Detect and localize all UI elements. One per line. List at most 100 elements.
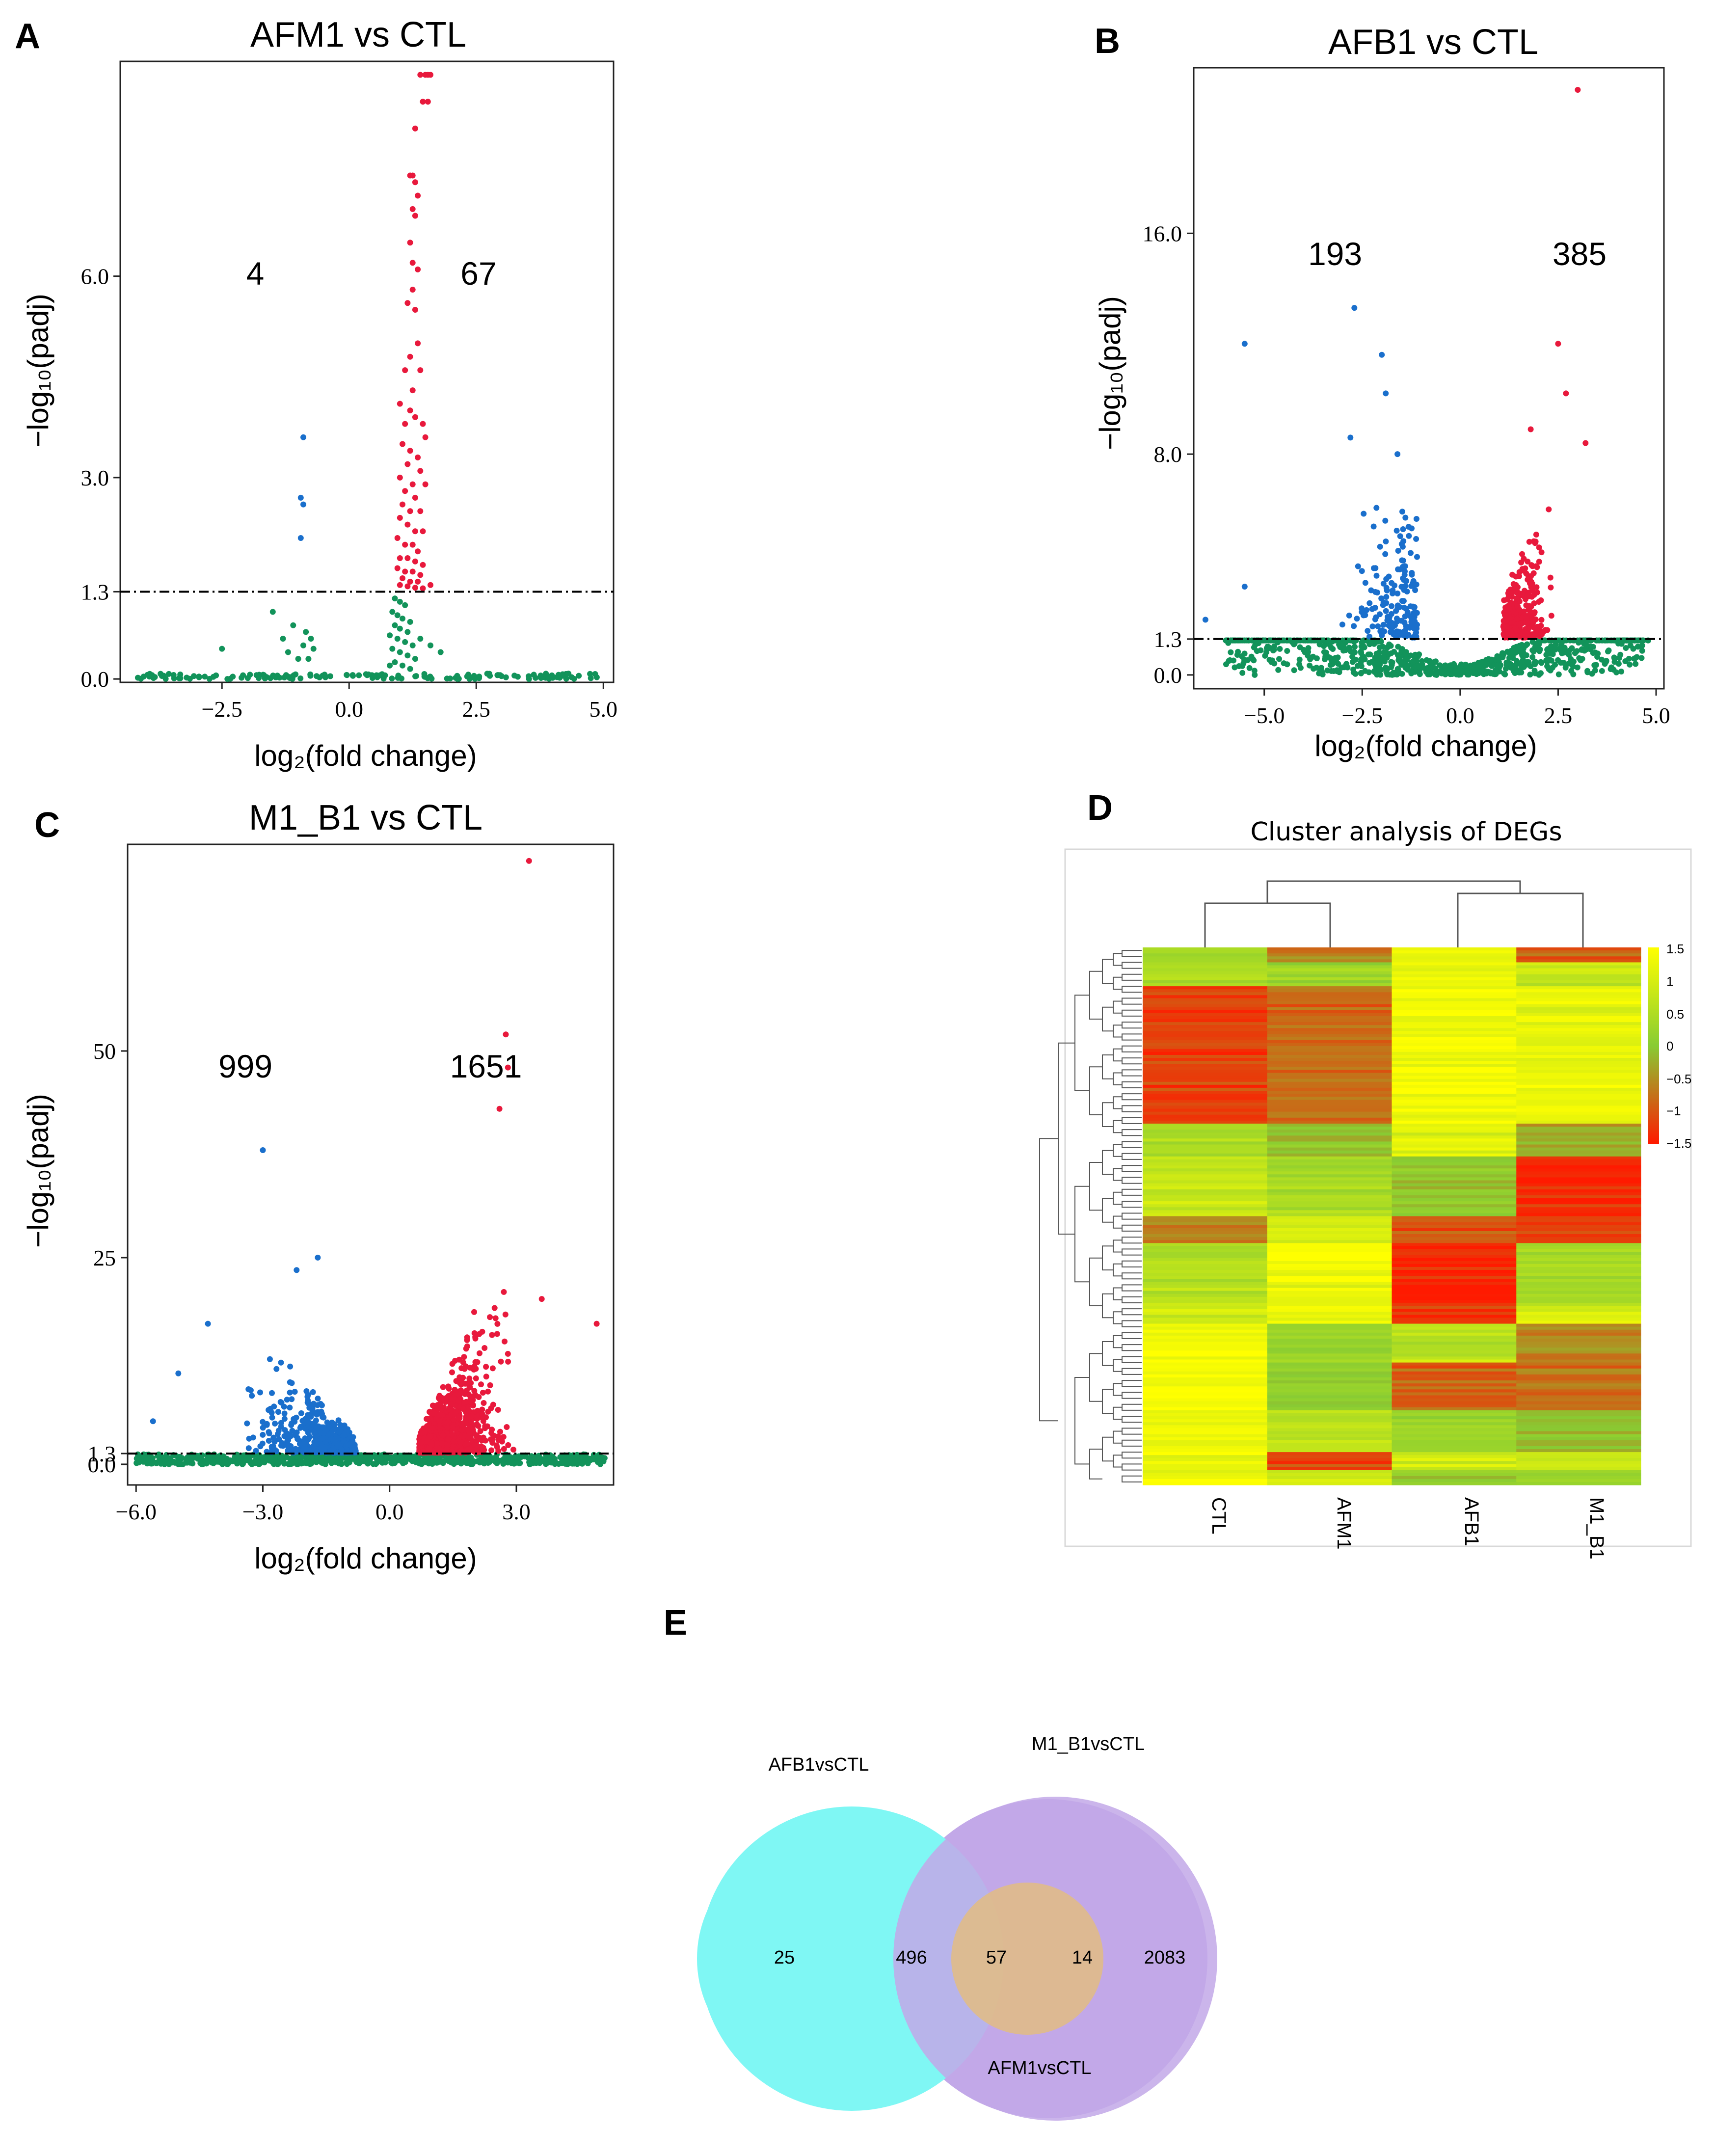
up-point [409,541,416,548]
ns-point [1412,669,1419,675]
up-point [445,1419,451,1425]
heatmap-cell [1392,1001,1517,1005]
ns-point [1627,643,1634,648]
heatmap-cell [1392,1353,1517,1357]
ns-point [277,1455,284,1462]
heatmap-cell [1392,986,1517,990]
ns-point [483,1458,489,1464]
heatmap-cell [1516,1288,1641,1292]
up-point [1525,620,1531,626]
heatmap-cell [1143,1231,1268,1235]
down-point [246,1435,252,1442]
ns-point [290,622,296,628]
ns-point [1552,647,1558,653]
heatmap-cell [1143,1306,1268,1309]
heatmap-cell [1392,1135,1517,1139]
down-point [264,1421,270,1427]
up-point [472,1447,479,1453]
up-point [1536,544,1542,551]
heatmap-cell [1392,1162,1517,1166]
up-point [489,1427,495,1433]
ns-point [162,675,169,682]
up-point [420,585,426,592]
ns-point [1547,667,1553,674]
down-point [331,1421,338,1428]
heatmap-cell [1516,1467,1641,1471]
ns-point [1333,657,1339,664]
up-point [1519,551,1525,557]
ns-point [140,1458,146,1465]
heatmap-cell [1392,1228,1517,1232]
up-point [400,501,405,508]
y-tick-label: 6.0 [81,264,109,289]
heatmap-cell [1516,1013,1641,1017]
ns-point [429,1460,435,1466]
up-point [475,1423,482,1429]
heatmap-cell [1392,1428,1517,1432]
heatmap-cell [1516,1273,1641,1276]
heatmap-cell [1143,1345,1268,1348]
up-point [485,1408,491,1415]
heatmap-cell [1143,1094,1268,1097]
down-point [1402,568,1408,574]
up-point [1519,566,1526,572]
heatmap-cell [1392,1138,1517,1142]
ns-point [365,671,372,677]
heatmap-cell [1143,947,1268,951]
ns-point [370,1461,376,1467]
heatmap-cell [1516,1368,1641,1372]
heatmap-cell [1267,1222,1392,1226]
ns-point [1322,653,1329,660]
heatmap-cell [1267,1449,1392,1453]
heatmap-cell [1392,1440,1517,1444]
heatmap-cell [1516,1479,1641,1482]
ns-point [1566,660,1572,667]
heatmap-cell [1267,1252,1392,1256]
ns-point [1432,665,1438,672]
heatmap-cell [1267,1070,1392,1074]
up-point [440,1432,446,1438]
ns-point [1311,666,1316,672]
heatmap-cell [1516,1401,1641,1405]
down-point [266,1438,272,1444]
heatmap-cell [1392,998,1517,1002]
heatmap-cell [1392,1252,1517,1256]
ns-point [559,1459,565,1465]
down-point [1383,539,1389,544]
up-point [428,72,433,78]
down-point [1394,591,1401,596]
up-point [404,555,411,561]
ns-point [1276,656,1282,662]
ns-point [166,1461,172,1467]
heatmap-cell [1516,1398,1641,1402]
heatmap-cell [1392,1076,1517,1079]
down-point [1369,623,1376,630]
ns-point [269,609,276,615]
down-point [1351,623,1357,629]
up-point [449,1431,455,1437]
up-point [402,367,408,374]
ns-point [1251,644,1257,650]
down-point [318,1445,324,1451]
heatmap-cell [1392,983,1517,987]
down-point [150,1418,156,1425]
heatmap-cell [1516,1025,1641,1028]
heatmap-cell [1392,1084,1517,1088]
heatmap-cell [1143,1022,1268,1025]
up-point [467,1447,474,1453]
heatmap-cell [1143,1147,1268,1151]
heatmap-cell [1143,1097,1268,1100]
heatmap-cell [1267,1067,1392,1070]
down-point [303,1446,309,1452]
heatmap-cell [1516,1258,1641,1262]
heatmap-cell [1267,1446,1392,1450]
heatmap-cell [1267,1213,1392,1217]
ns-point [1513,662,1519,668]
chart-c-ylabel: −log₁₀(padj) [22,1094,54,1248]
ns-point [1284,648,1290,654]
heatmap-cell [1143,1078,1268,1082]
ns-point [397,649,403,655]
heatmap-cell [1143,1296,1268,1300]
heatmap-cell [1267,1091,1392,1094]
heatmap-cell [1267,1395,1392,1399]
